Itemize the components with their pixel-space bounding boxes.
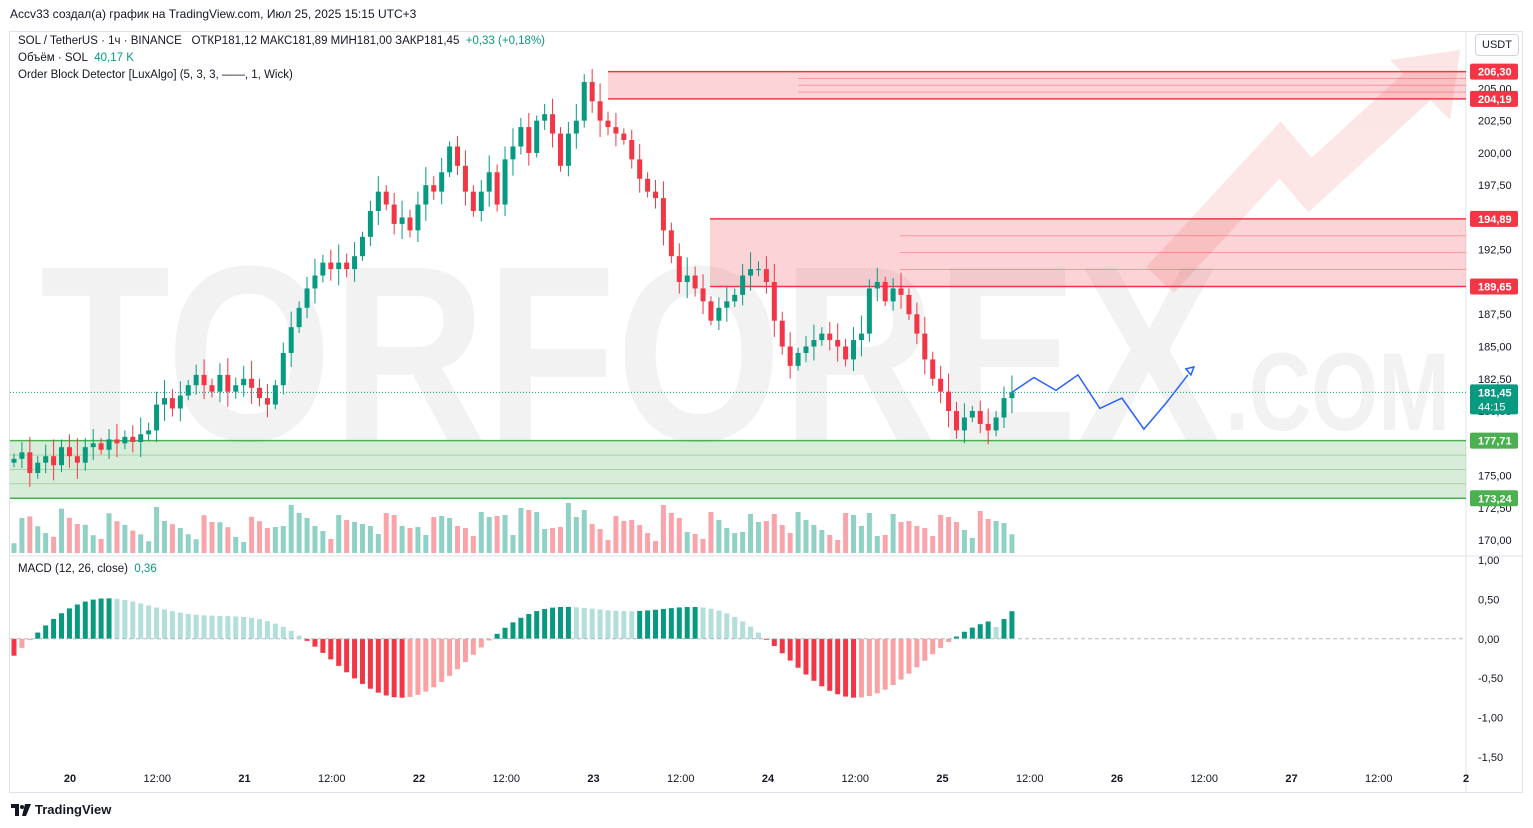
macd-legend[interactable]: MACD (12, 26, close) 0,36: [18, 563, 157, 575]
byline: Accv33 создал(а) график на TradingView.c…: [10, 7, 417, 21]
symbol-name[interactable]: SOL / TetherUS · 1ч · BINANCE: [18, 35, 182, 47]
volume-value: 40,17 K: [94, 52, 134, 64]
macd-label: MACD (12, 26, close): [18, 563, 128, 575]
volume-label: Объём · SOL: [18, 52, 88, 64]
tradingview-icon: [11, 803, 31, 816]
chart-frame: [9, 31, 1523, 793]
tradingview-logo[interactable]: TradingView: [11, 802, 111, 817]
volume-legend[interactable]: Объём · SOL 40,17 K: [18, 52, 134, 64]
indicator-legend[interactable]: Order Block Detector [LuxAlgo] (5, 3, 3,…: [18, 69, 293, 81]
macd-value: 0,36: [134, 563, 157, 575]
symbol-legend[interactable]: SOL / TetherUS · 1ч · BINANCE ОТКР181,12…: [18, 35, 545, 47]
brand-name: TradingView: [35, 802, 112, 817]
price-change: +0,33 (+0,18%): [465, 35, 546, 47]
currency-button[interactable]: USDT: [1475, 34, 1519, 56]
ohlc-values: ОТКР181,12 МАКС181,89 МИН181,00 ЗАКР181,…: [191, 35, 460, 47]
